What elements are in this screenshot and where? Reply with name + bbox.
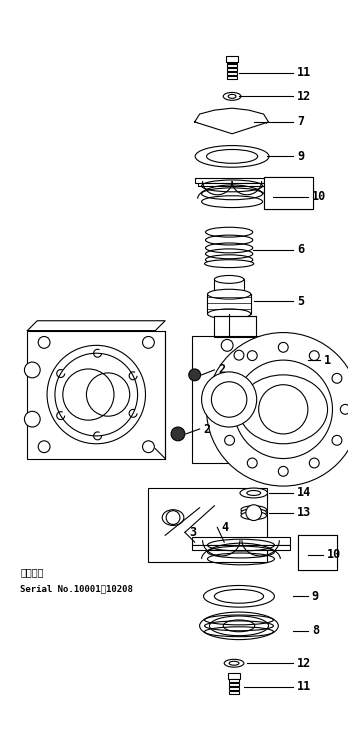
- Ellipse shape: [214, 290, 244, 298]
- Circle shape: [221, 339, 233, 352]
- Bar: [227, 60, 237, 63]
- Circle shape: [228, 115, 236, 123]
- Text: 12: 12: [297, 657, 311, 669]
- Circle shape: [247, 458, 257, 468]
- Text: 7: 7: [297, 115, 304, 128]
- Circle shape: [171, 427, 185, 441]
- Circle shape: [251, 115, 259, 123]
- Circle shape: [309, 351, 319, 360]
- Text: 9: 9: [297, 150, 304, 163]
- Bar: [27, 330, 165, 459]
- Circle shape: [332, 435, 342, 446]
- Text: 適用影號: 適用影號: [20, 567, 44, 577]
- Circle shape: [206, 333, 351, 486]
- Ellipse shape: [205, 260, 254, 268]
- Text: 11: 11: [297, 66, 311, 79]
- Bar: [207, 294, 251, 314]
- Text: 12: 12: [297, 90, 311, 103]
- Ellipse shape: [204, 586, 274, 607]
- Text: 1: 1: [324, 354, 331, 366]
- Ellipse shape: [207, 309, 251, 319]
- Circle shape: [143, 441, 154, 453]
- Circle shape: [332, 374, 342, 383]
- Text: Serial No.10001～10208: Serial No.10001～10208: [20, 584, 133, 593]
- Bar: [229, 679, 239, 682]
- Text: 11: 11: [297, 680, 311, 694]
- Ellipse shape: [240, 488, 267, 498]
- Circle shape: [246, 505, 261, 520]
- Circle shape: [247, 351, 257, 360]
- Bar: [198, 183, 271, 186]
- Polygon shape: [195, 108, 269, 134]
- Bar: [195, 178, 273, 183]
- Bar: [214, 280, 244, 294]
- Bar: [264, 177, 313, 208]
- Bar: [229, 683, 239, 686]
- Text: 3: 3: [189, 526, 196, 539]
- Circle shape: [278, 342, 288, 352]
- Ellipse shape: [214, 275, 244, 283]
- Ellipse shape: [206, 228, 253, 237]
- Text: 13: 13: [297, 506, 311, 519]
- Circle shape: [309, 458, 319, 468]
- Bar: [214, 316, 256, 338]
- Ellipse shape: [223, 620, 255, 632]
- Bar: [192, 537, 290, 545]
- Ellipse shape: [214, 589, 264, 603]
- Circle shape: [47, 346, 145, 444]
- Bar: [226, 56, 238, 62]
- Bar: [229, 691, 239, 694]
- Bar: [228, 673, 240, 679]
- Ellipse shape: [195, 145, 269, 167]
- Ellipse shape: [200, 612, 278, 639]
- Ellipse shape: [224, 659, 244, 667]
- Bar: [229, 687, 239, 690]
- Circle shape: [225, 435, 234, 446]
- Circle shape: [206, 115, 213, 123]
- Text: 8: 8: [312, 624, 319, 637]
- Ellipse shape: [241, 506, 266, 514]
- Bar: [298, 535, 337, 570]
- Circle shape: [201, 372, 257, 427]
- Ellipse shape: [206, 150, 258, 163]
- Circle shape: [340, 404, 350, 414]
- Circle shape: [211, 382, 247, 417]
- Circle shape: [38, 441, 50, 453]
- Text: 2: 2: [218, 363, 225, 377]
- Text: 10: 10: [326, 548, 341, 562]
- Circle shape: [234, 360, 332, 459]
- Text: 2: 2: [204, 423, 211, 435]
- Ellipse shape: [207, 289, 251, 299]
- Circle shape: [143, 336, 154, 349]
- Bar: [227, 68, 237, 70]
- Bar: [192, 335, 305, 463]
- Circle shape: [38, 336, 50, 349]
- Circle shape: [25, 362, 40, 378]
- Bar: [227, 76, 237, 79]
- Bar: [227, 64, 237, 67]
- Text: 6: 6: [297, 244, 304, 256]
- Circle shape: [25, 411, 40, 427]
- Bar: [264, 177, 313, 208]
- Text: 9: 9: [312, 590, 319, 603]
- Text: 10: 10: [312, 190, 326, 203]
- Circle shape: [166, 511, 180, 525]
- Bar: [148, 488, 266, 562]
- Bar: [298, 535, 337, 570]
- Circle shape: [278, 466, 288, 476]
- Text: 5: 5: [297, 294, 304, 308]
- Text: 14: 14: [297, 487, 311, 499]
- Text: 4: 4: [221, 521, 229, 534]
- Circle shape: [234, 350, 244, 360]
- Ellipse shape: [241, 509, 266, 517]
- Bar: [192, 545, 290, 550]
- Ellipse shape: [228, 95, 236, 98]
- Circle shape: [225, 374, 234, 383]
- Bar: [227, 72, 237, 75]
- Circle shape: [259, 385, 308, 434]
- Circle shape: [216, 404, 226, 414]
- Circle shape: [189, 369, 200, 381]
- Ellipse shape: [223, 92, 241, 101]
- Ellipse shape: [241, 512, 266, 520]
